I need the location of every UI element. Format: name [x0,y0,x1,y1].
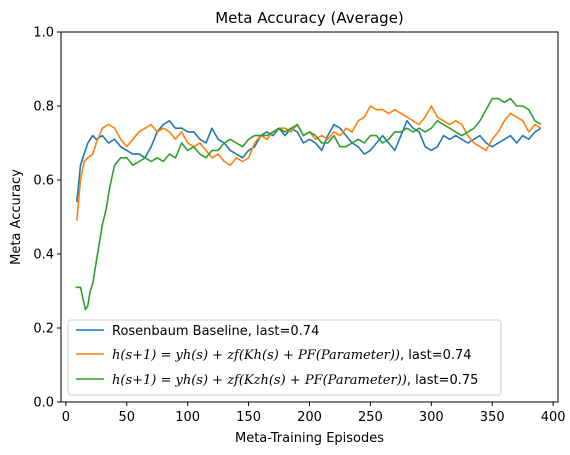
x-tick-label-0: 0 [62,410,70,425]
legend-box [67,319,502,396]
x-tick-label-50: 50 [119,410,136,425]
series-layer [75,97,542,311]
legend-label-rosenbaum: Rosenbaum Baseline, last=0.74 [112,324,319,339]
legend: Rosenbaum Baseline, last=0.74 h(s+1) = y… [67,319,502,396]
x-tick-label-300: 300 [419,410,444,425]
x-tick-label-400: 400 [541,410,566,425]
legend-label-kzh-suffix: , last=0.75 [407,373,479,388]
y-tick-label-0.6: 0.6 [33,174,54,189]
x-tick-label-100: 100 [175,410,200,425]
legend-label-kh-suffix: , last=0.74 [400,348,472,363]
legend-label-kh-math: h(s+1) = yh(s) + zf(Kh(s) + PF(Parameter… [112,348,400,363]
x-tick-label-200: 200 [297,410,322,425]
legend-label-kzh: h(s+1) = yh(s) + zf(Kzh(s) + PF(Paramete… [112,373,478,388]
legend-label-kzh-math: h(s+1) = yh(s) + zf(Kzh(s) + PF(Paramete… [112,373,407,388]
ticks-layer: 0 50 100 150 200 250 300 350 400 0.0 0.2 0.4 0.6 0.8 1… [33,26,565,426]
y-tick-label-1.0: 1.0 [33,26,54,41]
y-axis-label: Meta Accuracy [9,169,24,265]
x-tick-label-250: 250 [358,410,383,425]
x-axis-label: Meta-Training Episodes [235,431,384,446]
y-tick-label-0.0: 0.0 [33,396,54,411]
y-tick-label-0.8: 0.8 [33,100,54,115]
x-tick-label-350: 350 [480,410,505,425]
x-tick-label-150: 150 [236,410,261,425]
legend-label-kh: h(s+1) = yh(s) + zf(Kh(s) + PF(Parameter… [112,348,472,363]
series-line-kzh-variant [75,97,542,311]
y-tick-label-0.2: 0.2 [33,322,54,337]
y-tick-label-0.4: 0.4 [33,248,54,263]
chart-title: Meta Accuracy (Average) [215,9,404,27]
